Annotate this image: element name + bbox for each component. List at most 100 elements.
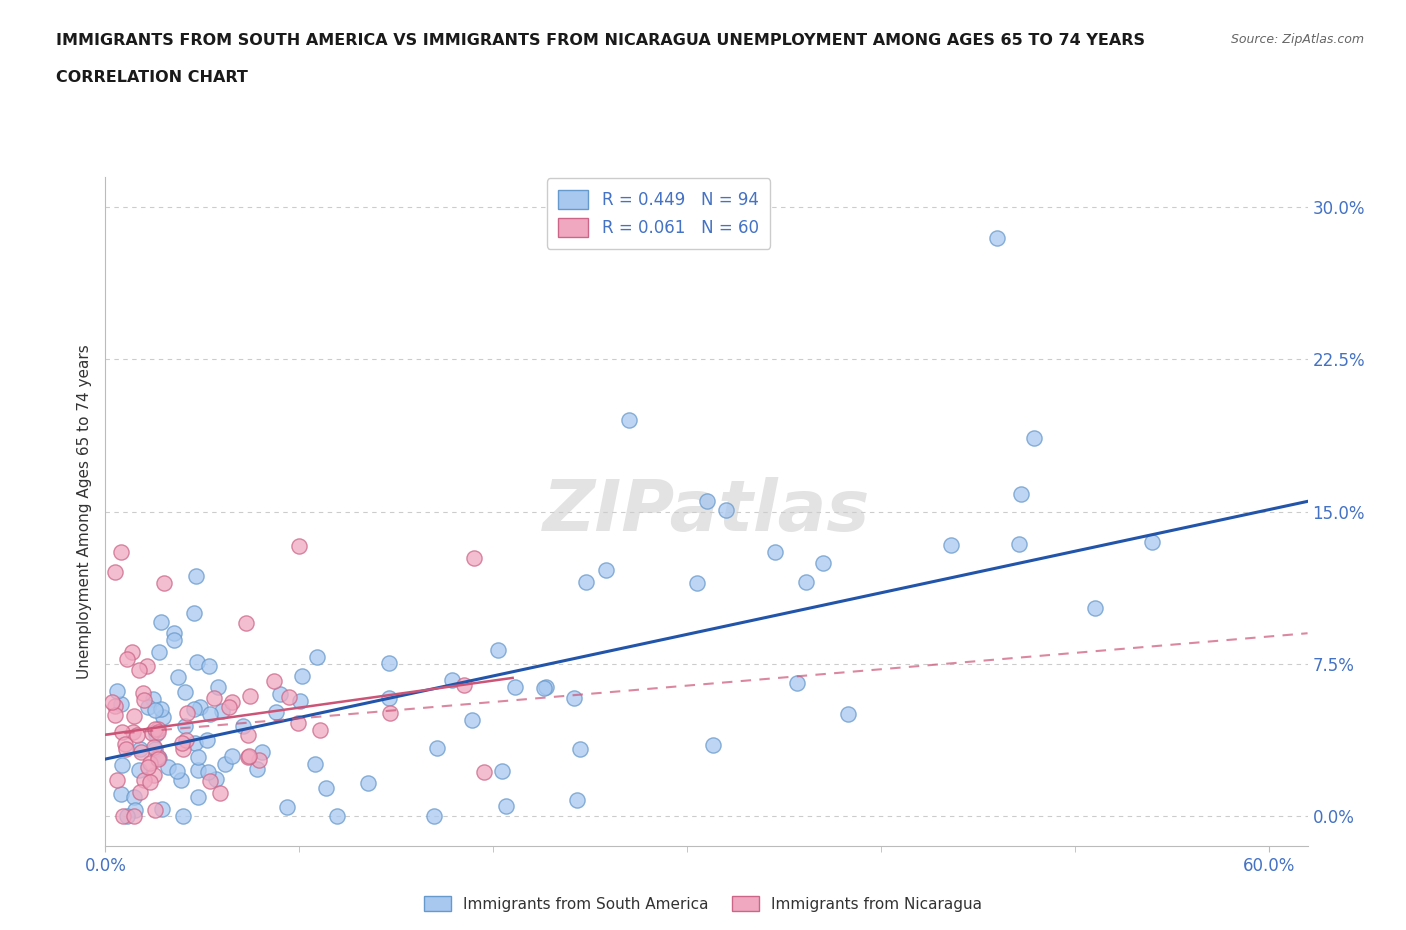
Point xyxy=(132,772,155,787)
Point xyxy=(139,774,162,789)
Point xyxy=(183,702,205,717)
Y-axis label: Unemployment Among Ages 65 to 74 years: Unemployment Among Ages 65 to 74 years xyxy=(77,344,93,679)
Point xyxy=(198,774,221,789)
Point xyxy=(195,733,218,748)
Point xyxy=(115,651,138,666)
Point xyxy=(146,751,169,766)
Point xyxy=(101,695,124,710)
Point xyxy=(763,545,786,560)
Point xyxy=(533,681,555,696)
Point xyxy=(110,697,132,711)
Point xyxy=(239,688,262,703)
Point xyxy=(129,744,152,759)
Point xyxy=(1022,431,1045,445)
Text: IMMIGRANTS FROM SOUTH AMERICA VS IMMIGRANTS FROM NICARAGUA UNEMPLOYMENT AMONG AG: IMMIGRANTS FROM SOUTH AMERICA VS IMMIGRA… xyxy=(56,33,1146,47)
Point xyxy=(569,741,592,756)
Point xyxy=(238,749,260,764)
Point xyxy=(174,733,197,748)
Point xyxy=(617,413,640,428)
Point xyxy=(166,764,188,778)
Point xyxy=(205,772,228,787)
Point xyxy=(115,808,138,823)
Point xyxy=(104,698,127,713)
Point xyxy=(135,658,157,673)
Point xyxy=(236,750,259,764)
Point xyxy=(163,625,186,640)
Point xyxy=(104,708,127,723)
Point xyxy=(211,703,233,718)
Point xyxy=(200,707,222,722)
Point xyxy=(1008,537,1031,551)
Point xyxy=(1010,486,1032,501)
Point xyxy=(129,741,152,756)
Point xyxy=(146,724,169,739)
Point xyxy=(143,722,166,737)
Legend: R = 0.449   N = 94, R = 0.061   N = 60: R = 0.449 N = 94, R = 0.061 N = 60 xyxy=(547,179,770,248)
Point xyxy=(702,737,724,752)
Point xyxy=(288,694,311,709)
Point xyxy=(128,784,150,799)
Point xyxy=(152,575,174,590)
Point xyxy=(794,575,817,590)
Point xyxy=(291,669,314,684)
Point xyxy=(460,712,482,727)
Point xyxy=(315,780,337,795)
Point xyxy=(190,699,212,714)
Point xyxy=(128,662,150,677)
Point xyxy=(276,799,298,814)
Point xyxy=(218,699,240,714)
Point xyxy=(378,656,401,671)
Point xyxy=(148,644,170,659)
Point xyxy=(156,760,179,775)
Point xyxy=(122,790,145,804)
Point xyxy=(463,551,485,565)
Point xyxy=(941,538,963,552)
Point xyxy=(142,767,165,782)
Point xyxy=(491,764,513,778)
Point xyxy=(357,775,380,790)
Point xyxy=(221,695,243,710)
Point xyxy=(567,792,589,807)
Point xyxy=(837,706,859,721)
Point xyxy=(472,764,495,779)
Point xyxy=(143,742,166,757)
Point xyxy=(127,727,149,742)
Point xyxy=(169,773,191,788)
Point xyxy=(172,735,194,750)
Point xyxy=(1142,535,1164,550)
Point xyxy=(235,616,257,631)
Point xyxy=(145,726,167,741)
Point xyxy=(214,756,236,771)
Point xyxy=(149,615,172,630)
Point xyxy=(122,808,145,823)
Point xyxy=(167,670,190,684)
Point xyxy=(197,764,219,779)
Point xyxy=(187,750,209,764)
Point xyxy=(595,563,617,578)
Point xyxy=(162,632,184,647)
Point xyxy=(143,739,166,754)
Point xyxy=(486,643,509,658)
Point xyxy=(686,576,709,591)
Point xyxy=(198,658,221,673)
Point xyxy=(221,748,243,763)
Point xyxy=(426,740,449,755)
Point xyxy=(278,689,301,704)
Point xyxy=(307,650,329,665)
Point xyxy=(440,672,463,687)
Point xyxy=(134,693,156,708)
Point xyxy=(112,808,135,823)
Point xyxy=(246,762,269,777)
Point xyxy=(114,737,136,751)
Point xyxy=(121,644,143,659)
Point xyxy=(811,555,834,570)
Point xyxy=(269,687,291,702)
Point xyxy=(716,502,738,517)
Point xyxy=(124,709,146,724)
Point xyxy=(132,685,155,700)
Point xyxy=(247,752,270,767)
Point xyxy=(136,760,159,775)
Point xyxy=(142,692,165,707)
Point xyxy=(174,684,197,699)
Point xyxy=(696,494,718,509)
